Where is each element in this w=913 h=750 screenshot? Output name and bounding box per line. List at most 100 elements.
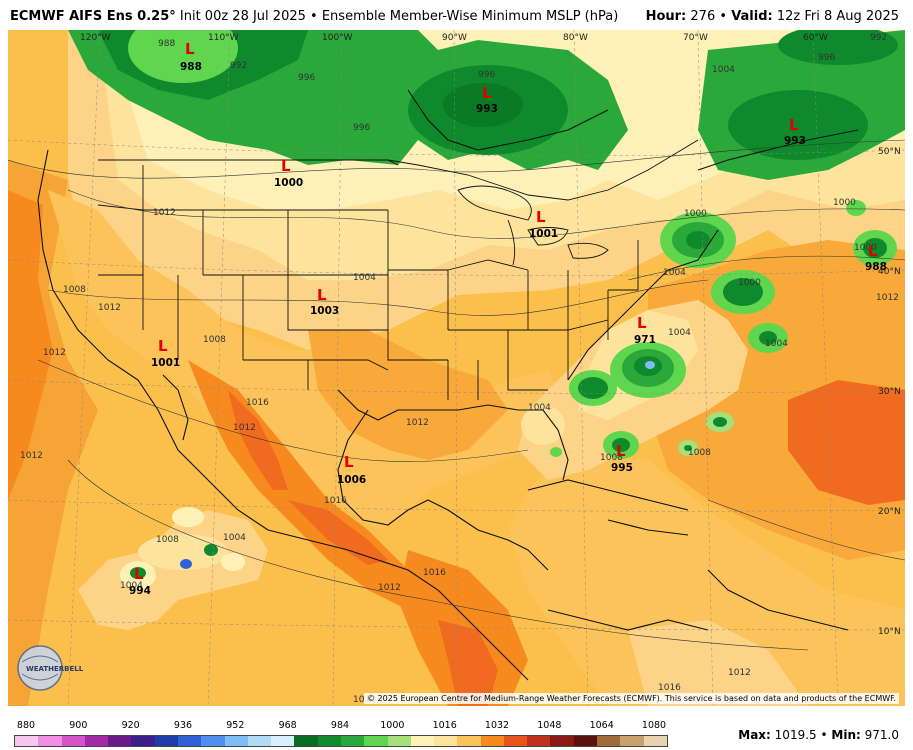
isobar-label: 1012 xyxy=(153,208,176,218)
low-value: 993 xyxy=(784,135,806,147)
isobar-label: 1016 xyxy=(658,683,681,693)
florida-low-core xyxy=(578,377,608,399)
legend-swatch xyxy=(597,736,621,746)
graticule xyxy=(8,30,905,706)
legend-swatch xyxy=(480,736,504,746)
legend-swatch xyxy=(387,736,411,746)
low-value: 1001 xyxy=(151,357,180,369)
isobar-label: 1012 xyxy=(406,418,429,428)
quebec-low-core xyxy=(728,90,868,160)
legend-tick-labels: 880 900 920 936 952 968 984 1000 1016 1032 1048 106… xyxy=(14,720,667,734)
min-value: 971.0 xyxy=(864,728,899,742)
low-marker-icon: L xyxy=(868,242,878,260)
isobar-label: 1004 xyxy=(528,403,551,413)
max-value: 1019.5 xyxy=(774,728,817,742)
low-value: 988 xyxy=(865,261,887,273)
low-center-nw: L 988 xyxy=(180,40,202,73)
legend-tick-label: 880 xyxy=(16,720,36,731)
longitude-labels: 120°W 110°W 100°W 90°W 80°W 70°W 60°W xyxy=(80,33,828,43)
low-marker-icon: L xyxy=(344,453,354,471)
atlantic-high-core xyxy=(788,380,905,505)
low-value: 1006 xyxy=(337,474,366,486)
pacific-low-mid-ring xyxy=(138,534,228,570)
low-value: 1001 xyxy=(529,228,558,240)
legend-swatch xyxy=(364,736,388,746)
legend-tick-label: 1080 xyxy=(641,720,667,731)
isobar-label: 1004 xyxy=(765,339,788,349)
isobar-label: 1008 xyxy=(203,335,226,345)
lon-label-70w: 70°W xyxy=(683,33,708,43)
legend-tick-label: 968 xyxy=(278,720,297,731)
coastlines xyxy=(37,89,859,681)
copyright-notice: © 2025 European Centre for Medium-Range … xyxy=(364,693,899,704)
isobar-label: 1012 xyxy=(98,303,121,313)
low-value: 988 xyxy=(180,61,202,73)
isobar-label: 988 xyxy=(158,39,175,49)
lon-label-80w: 80°W xyxy=(563,33,588,43)
low-center-montana: L 1000 xyxy=(274,157,303,189)
legend-swatch xyxy=(527,736,551,746)
logo-globe-icon xyxy=(17,645,63,691)
isobar-label: 992 xyxy=(870,33,887,43)
low-center-atlantic-east: L 988 xyxy=(865,242,887,273)
low-value: 993 xyxy=(476,103,498,115)
logo-globe-lines xyxy=(21,655,59,681)
low-center-texas: L 1006 xyxy=(337,453,366,486)
pacific-low-core-b xyxy=(180,559,192,569)
legend-swatch xyxy=(38,736,62,746)
model-name: ECMWF AIFS Ens 0.25° xyxy=(10,9,176,24)
low-marker-icon: L xyxy=(536,208,546,226)
low-value: 1003 xyxy=(310,305,339,317)
title-separator: • xyxy=(719,9,728,24)
low-marker-icon: L xyxy=(789,116,799,134)
low-center-michigan: L 1001 xyxy=(529,208,558,240)
legend-tick-label: 920 xyxy=(121,720,140,731)
isobar-label: 1012 xyxy=(43,348,66,358)
legend-tick-label: 1032 xyxy=(484,720,510,731)
isobar-label: 1004 xyxy=(353,273,376,283)
isobar-label: 996 xyxy=(478,70,495,80)
isobar-label: 1008 xyxy=(156,535,179,545)
sierra-madre-high xyxy=(228,390,288,490)
low-center-hudson: L 993 xyxy=(476,84,498,115)
low-marker-icon: L xyxy=(482,84,492,102)
low-value: 994 xyxy=(129,585,151,597)
legend-swatch xyxy=(154,736,178,746)
isobar-value-labels: 988 992 996 996 1004 1000 1012 1008 1012… xyxy=(20,33,899,705)
low-center-arizona: L 1001 xyxy=(151,337,180,369)
low-marker-icon: L xyxy=(185,40,195,58)
legend-tick-label: 936 xyxy=(173,720,193,731)
legend-tick-label: 1016 xyxy=(432,720,457,731)
legend-swatch xyxy=(84,736,109,746)
init-time: Init 00z 28 Jul 2025 xyxy=(179,9,306,24)
lon-label-60w: 60°W xyxy=(803,33,828,43)
hudson-low-center xyxy=(443,83,523,127)
low-marker-icon: L xyxy=(317,286,327,304)
central-america-high-core xyxy=(438,620,498,706)
lon-label-120w: 120°W xyxy=(80,33,111,43)
lon-label-90w: 90°W xyxy=(442,33,467,43)
isobar-label: 1004 xyxy=(223,533,246,543)
map-canvas: 120°W 110°W 100°W 90°W 80°W 70°W 60°W 50… xyxy=(8,30,905,706)
isobar-label: 1012 xyxy=(378,583,401,593)
hour-value: 276 xyxy=(690,9,716,24)
low-value: 1000 xyxy=(274,177,303,189)
isobar-label: 1012 xyxy=(233,423,256,433)
isobar-label: 1008 xyxy=(688,448,711,458)
legend-tick-label: 952 xyxy=(226,720,245,731)
legend-area: 880 900 920 936 952 968 984 1000 1016 1032 1048 106… xyxy=(0,706,913,750)
caribbean-south-light xyxy=(628,620,808,706)
isobar-label: 996 xyxy=(298,73,315,83)
legend-swatch xyxy=(271,736,295,746)
legend-swatch xyxy=(108,736,132,746)
legend-swatch xyxy=(643,736,667,746)
isobar-label: 1000 xyxy=(833,198,856,208)
product-name: Ensemble Member-Wise Minimum MSLP (hPa) xyxy=(321,9,619,24)
legend-tick-label: 1000 xyxy=(380,720,405,731)
hour-label: Hour: xyxy=(645,9,687,24)
isobar-label: 996 xyxy=(818,53,835,63)
legend-swatch xyxy=(61,736,85,746)
atlantic-low-a-core xyxy=(723,278,763,306)
isobar-label: 1000 xyxy=(854,243,877,253)
max-min-readout: Max: 1019.5 • Min: 971.0 xyxy=(738,728,899,742)
